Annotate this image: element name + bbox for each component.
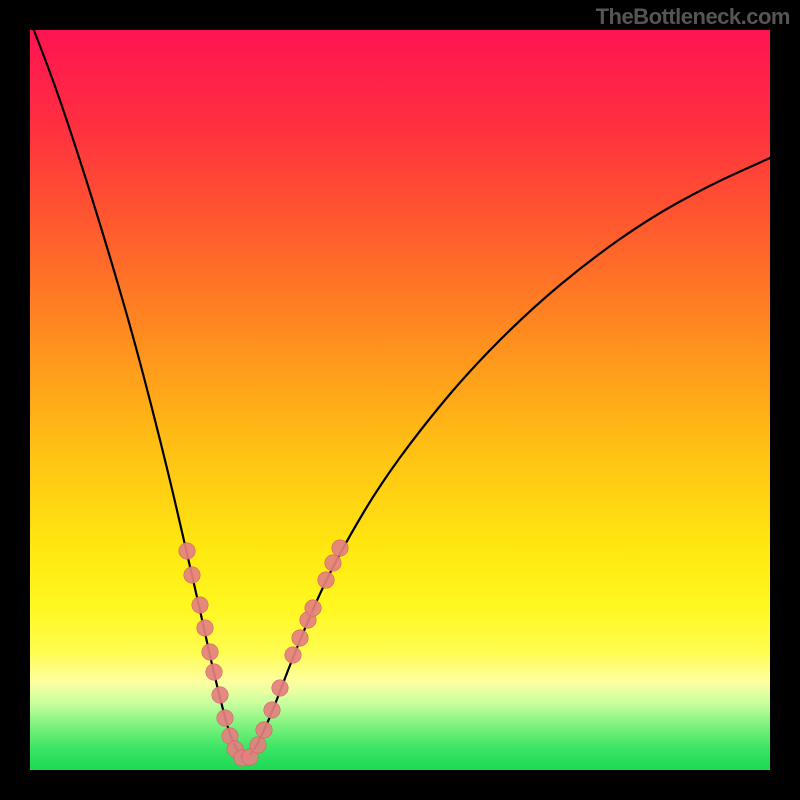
data-marker [325, 555, 341, 571]
data-marker [179, 543, 195, 559]
data-marker [206, 664, 222, 680]
data-marker [184, 567, 200, 583]
data-marker [250, 737, 266, 753]
data-marker [264, 702, 280, 718]
data-marker [318, 572, 334, 588]
data-marker [192, 597, 208, 613]
data-marker [332, 540, 348, 556]
data-marker [202, 644, 218, 660]
data-marker [197, 620, 213, 636]
data-marker [305, 600, 321, 616]
data-marker [212, 687, 228, 703]
watermark-text: TheBottleneck.com [596, 4, 790, 30]
data-marker [292, 630, 308, 646]
data-marker [256, 722, 272, 738]
data-marker [285, 647, 301, 663]
data-marker [217, 710, 233, 726]
chart-background [30, 30, 770, 770]
data-marker [272, 680, 288, 696]
